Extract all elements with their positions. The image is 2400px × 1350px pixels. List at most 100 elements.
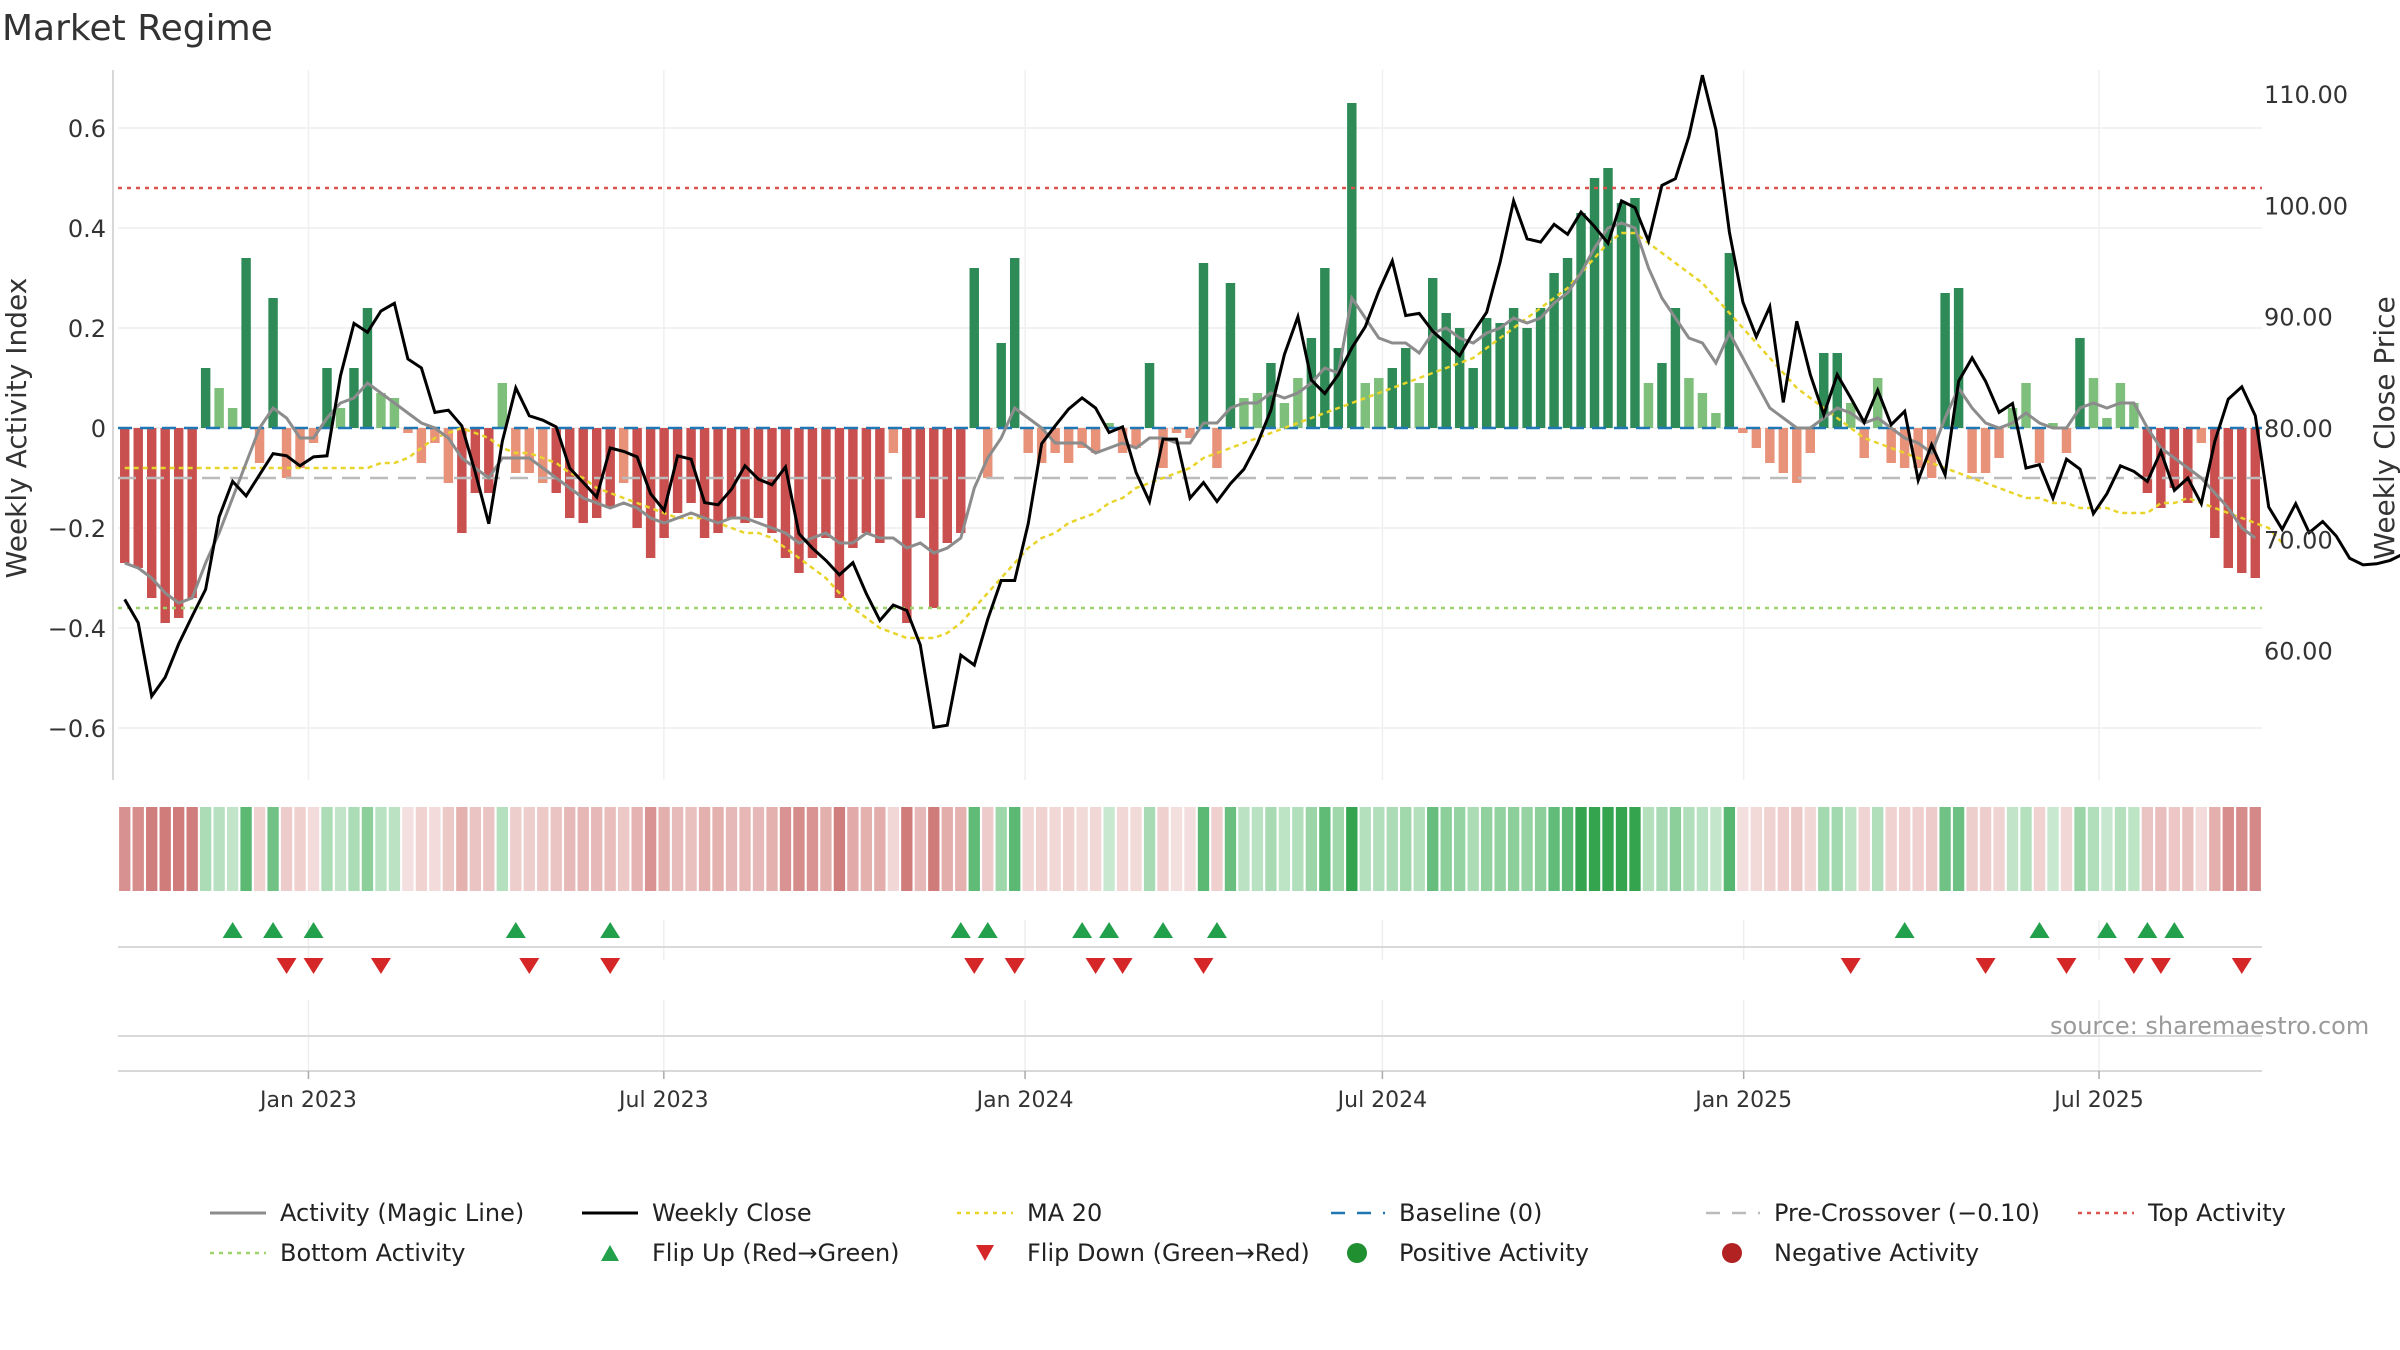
regime-cell: [1116, 807, 1129, 891]
activity-bar: [497, 383, 508, 428]
flip-down-marker: [2150, 958, 2171, 974]
activity-bar: [780, 428, 791, 558]
regime-cell: [375, 807, 387, 891]
activity-bar: [1185, 428, 1195, 438]
regime-cell: [1521, 807, 1533, 891]
regime-cell: [2047, 807, 2059, 891]
regime-cell: [820, 807, 832, 891]
dotted-line-icon: [2078, 1211, 2134, 1215]
regime-cell: [2195, 807, 2207, 891]
regime-cell: [523, 807, 535, 891]
regime-cell: [186, 807, 198, 891]
activity-bar: [1454, 328, 1465, 428]
activity-bar: [1805, 428, 1815, 453]
activity-bar: [996, 343, 1006, 428]
regime-cell: [631, 807, 643, 891]
legend-label: Activity (Magic Line): [280, 1199, 525, 1227]
regime-cell: [1292, 807, 1304, 891]
regime-strip: [119, 807, 2261, 891]
regime-cell: [388, 807, 401, 891]
regime-cell: [860, 807, 873, 891]
activity-bar: [470, 428, 481, 493]
regime-cell: [604, 807, 616, 891]
x-tick-label: Jul 2024: [1336, 1088, 1428, 1113]
regime-cell: [294, 807, 306, 891]
regime-cell: [2209, 807, 2221, 891]
legend-item-flip_up: Flip Up (Red→Green): [582, 1239, 957, 1267]
activity-bar: [1481, 318, 1492, 428]
regime-cell: [1467, 807, 1479, 891]
regime-cell: [469, 807, 481, 891]
regime-cell: [1346, 807, 1358, 891]
activity-bar: [2142, 428, 2153, 493]
regime-cell: [2074, 807, 2086, 891]
activity-bar: [1320, 268, 1330, 428]
activity-bar: [578, 428, 588, 523]
legend-label: Negative Activity: [1774, 1239, 1980, 1267]
flip-up-marker: [263, 922, 284, 938]
activity-bar: [1239, 398, 1249, 428]
activity-bar: [281, 428, 292, 478]
activity-bar: [672, 428, 683, 513]
activity-bar: [2223, 428, 2234, 568]
activity-bar: [821, 428, 831, 538]
regime-cell: [415, 807, 428, 891]
activity-bar: [2156, 428, 2166, 508]
regime-cell: [1710, 807, 1722, 891]
activity-bar: [1913, 428, 1923, 468]
activity-bar: [902, 428, 912, 623]
flip-up-marker: [2096, 922, 2117, 938]
activity-bar: [1090, 428, 1101, 453]
regime-cell: [1062, 807, 1075, 891]
activity-bar: [807, 428, 818, 558]
regime-cell: [483, 807, 495, 891]
activity-bar: [376, 393, 386, 428]
y2-tick-label: 70.00: [2264, 526, 2333, 554]
regime-cell: [253, 807, 266, 891]
activity-bar: [2210, 428, 2220, 538]
y-tick-label: 0.2: [68, 315, 106, 343]
activity-bar: [1589, 178, 1600, 428]
regime-cell: [1373, 807, 1385, 891]
regime-cell: [1629, 807, 1641, 891]
regime-cell: [1143, 807, 1156, 891]
activity-bar: [484, 428, 494, 493]
regime-cell: [1265, 807, 1277, 891]
regime-cell: [146, 807, 158, 891]
flip-down-marker: [1085, 958, 1106, 974]
activity-bar: [146, 428, 157, 598]
activity-bar: [767, 428, 777, 533]
flip-down-marker: [600, 958, 621, 974]
regime-cell: [2222, 807, 2234, 891]
y2-axis-label: Weekly Close Price: [2368, 296, 2400, 559]
activity-bar: [214, 388, 224, 428]
regime-cell: [1197, 807, 1210, 891]
dotted-line-icon: [957, 1211, 1013, 1215]
regime-cell: [1076, 807, 1088, 891]
regime-cell: [1899, 807, 1911, 891]
regime-cell: [1750, 807, 1763, 891]
regime-cell: [1858, 807, 1870, 891]
regime-cell: [1440, 807, 1452, 891]
activity-bar: [1778, 428, 1789, 473]
regime-cell: [752, 807, 765, 891]
flip-down-marker: [519, 958, 540, 974]
regime-cell: [1669, 807, 1682, 891]
regime-cell: [1036, 807, 1048, 891]
regime-cell: [2101, 807, 2113, 891]
regime-cell: [1939, 807, 1951, 891]
activity-bar: [227, 408, 238, 428]
activity-bar: [268, 298, 278, 428]
flip-down-marker: [1840, 958, 1861, 974]
activity-bars: [120, 103, 2260, 623]
y-tick-label: −0.6: [48, 715, 106, 743]
regime-cell: [793, 807, 805, 891]
regime-cell: [1642, 807, 1655, 891]
regime-cell: [712, 807, 724, 891]
regime-cell: [442, 807, 455, 891]
activity-bar: [416, 428, 427, 463]
regime-cell: [1009, 807, 1021, 891]
regime-cell: [402, 807, 414, 891]
weekly-close-line: [123, 74, 2400, 730]
activity-bar: [942, 428, 953, 543]
